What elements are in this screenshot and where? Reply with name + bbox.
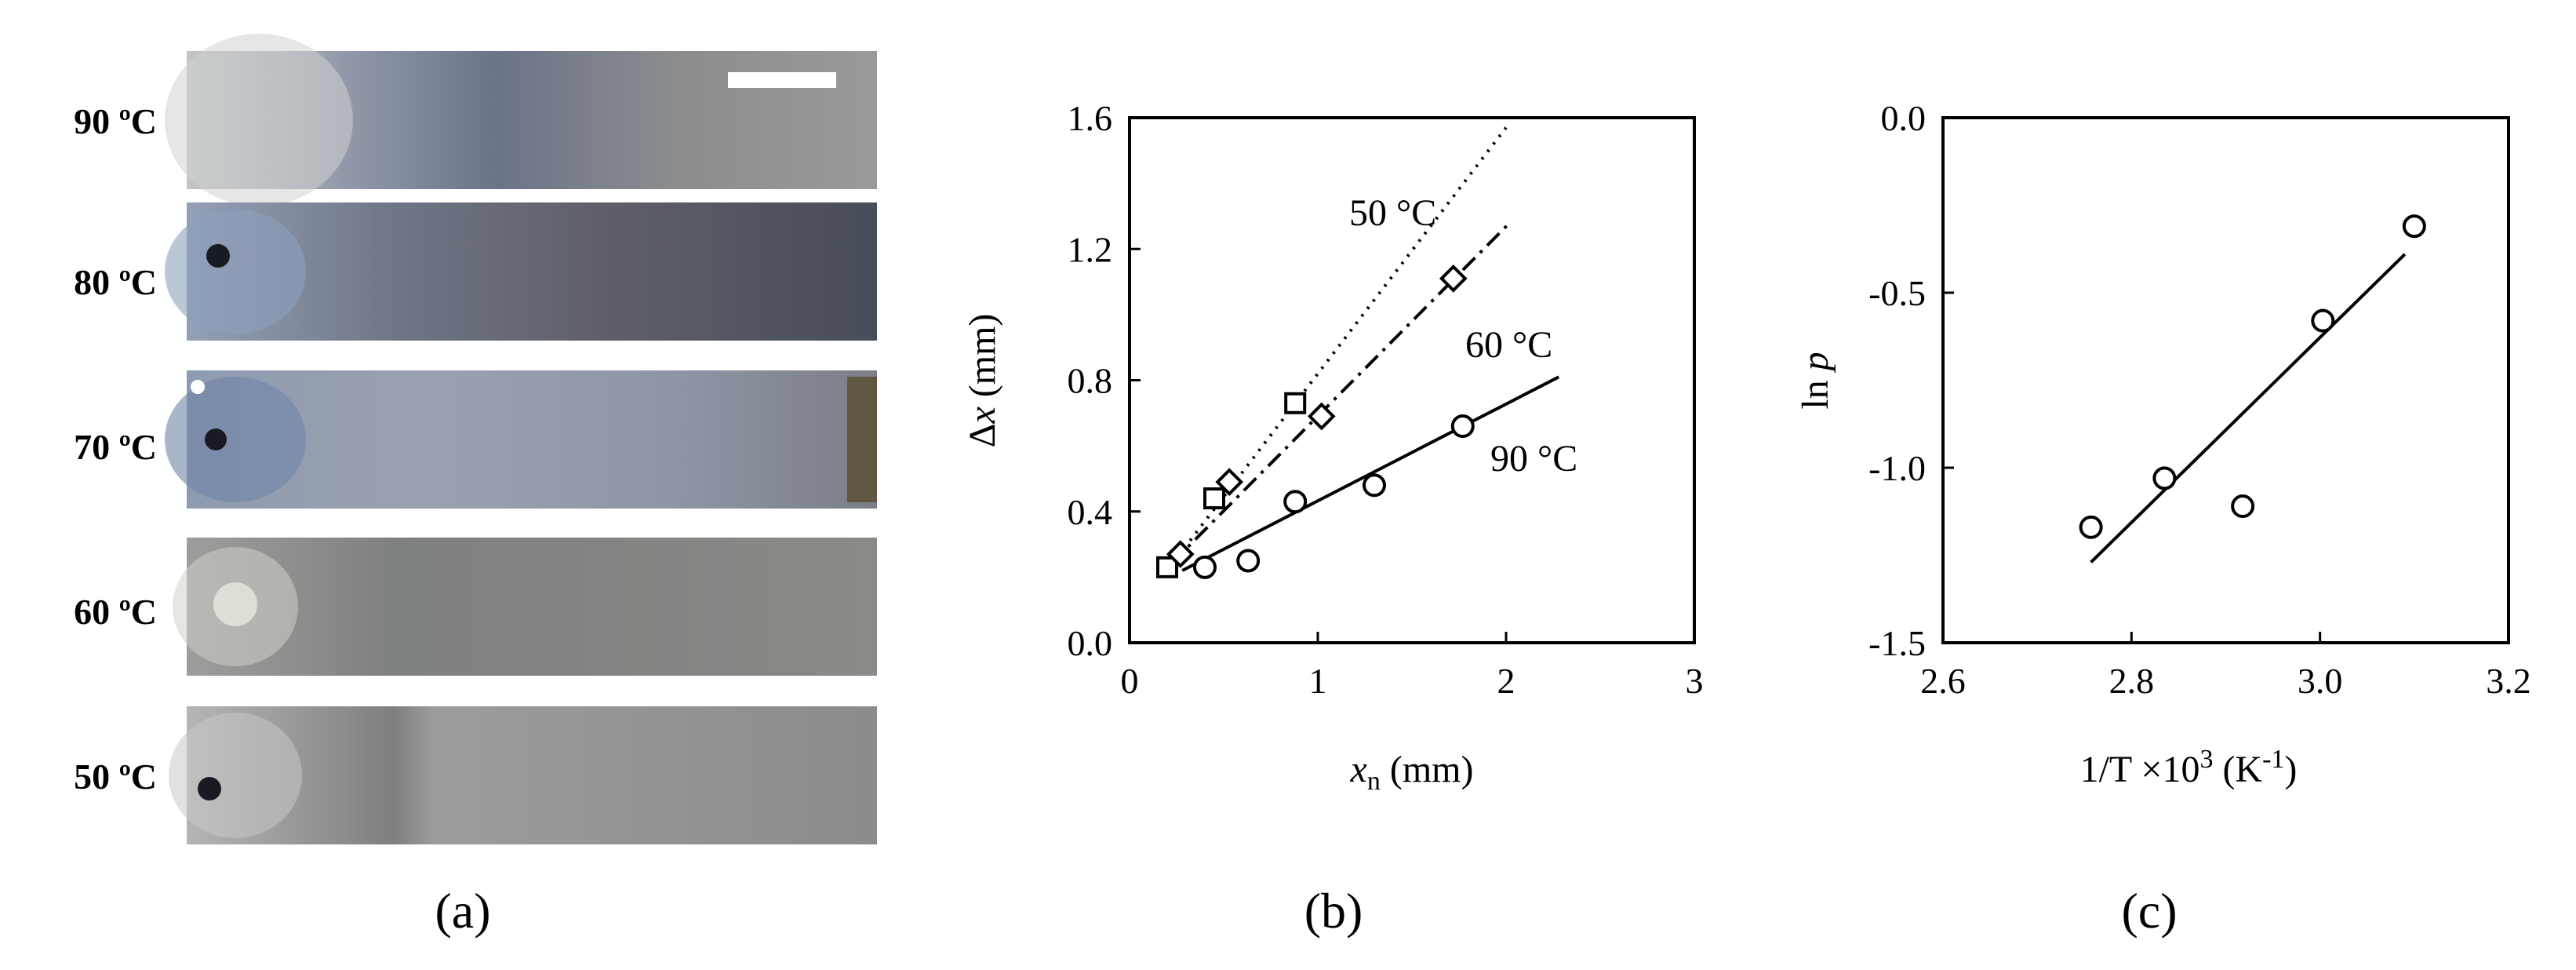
data-point-b-2 [1283,490,1308,514]
data-point-c-0 [2079,515,2103,539]
fit-line-b-2 [1181,375,1560,572]
plot-frame-c [1941,116,2510,644]
panel-b-chart: 0 1 2 3 0.0 0.4 0.8 1.2 1.6 50 °C 60 °C 90 °C xn… [962,98,1704,939]
data-point-b-2 [1363,473,1386,498]
data-point-b-1 [1166,540,1195,568]
strip-label-80: 80 ºC [74,262,157,302]
x-tick-label-c: 3.0 [2298,661,2343,701]
data-point-b-2 [1193,555,1217,579]
photo-strip-70 [165,370,877,509]
panel-c-chart: 2.6 2.8 3.0 3.2 -1.5 -1.0 -0.5 0.0 1/T ×103 (K-… [1795,98,2531,939]
y-tick-label-b: 0.4 [1068,492,1113,532]
series-label-60c: 60 °C [1465,324,1552,366]
data-point-b-2 [1450,414,1475,439]
x-axis-label-c: 1/T ×103 (K-1) [2080,745,2298,790]
photo-strip-50 [169,706,877,844]
fit-line-b-1 [1170,221,1512,566]
caption-a: (a) [435,883,490,939]
y-axis-label-b: Δx (mm) [962,314,1003,448]
data-point-c-0 [2311,308,2335,333]
data-point-b-0 [1203,487,1225,510]
caption-b: (b) [1304,883,1363,939]
y-tick-label-b: 0.0 [1068,623,1113,663]
x-tick-label-b: 0 [1121,661,1139,701]
y-axis-label-c: ln p [1795,352,1836,409]
x-tick-label-b: 2 [1497,661,1515,701]
photo-strip-80 [165,202,877,341]
strip-label-50: 50 ºC [74,757,157,797]
scale-bar [728,72,836,88]
data-point-c-0 [2231,494,2255,519]
strip-label-60: 60 ºC [74,592,157,632]
x-tick-label-c: 3.2 [2486,661,2531,701]
data-point-c-0 [2152,466,2177,490]
y-tick-label-b: 1.6 [1068,98,1113,138]
photo-strip-90 [165,34,877,206]
y-tick-label-b: 0.8 [1068,361,1113,401]
caption-c: (c) [2121,883,2177,939]
data-point-b-1 [1439,264,1468,293]
data-point-b-0 [1284,392,1307,414]
y-tick-label-c: -1.0 [1868,448,1926,488]
x-tick-label-c: 2.8 [2109,661,2155,701]
strip-label-90: 90 ºC [74,101,157,141]
data-point-b-1 [1215,468,1244,496]
y-tick-label-c: -0.5 [1868,273,1926,313]
x-axis-label-b: xn (mm) [1350,749,1474,796]
x-tick-label-b: 1 [1309,661,1327,701]
series-label-50c: 50 °C [1349,192,1436,234]
fit-line-c-0 [2090,253,2407,563]
x-tick-label-c: 2.6 [1920,661,1966,701]
data-point-b-1 [1307,402,1336,431]
y-tick-label-c: 0.0 [1881,98,1927,138]
strip-label-70: 70 ºC [74,427,157,467]
x-tick-label-b: 3 [1686,661,1704,701]
panel-a-photo-strips: 90 ºC 80 ºC 70 ºC 60 ºC 50 ºC (a) [74,34,877,939]
y-tick-label-b: 1.2 [1068,229,1113,269]
series-label-90c: 90 °C [1490,438,1577,480]
data-point-c-0 [2402,214,2426,239]
y-tick-label-c: -1.5 [1868,623,1926,663]
data-point-b-2 [1236,549,1261,573]
photo-strip-60 [173,538,877,676]
